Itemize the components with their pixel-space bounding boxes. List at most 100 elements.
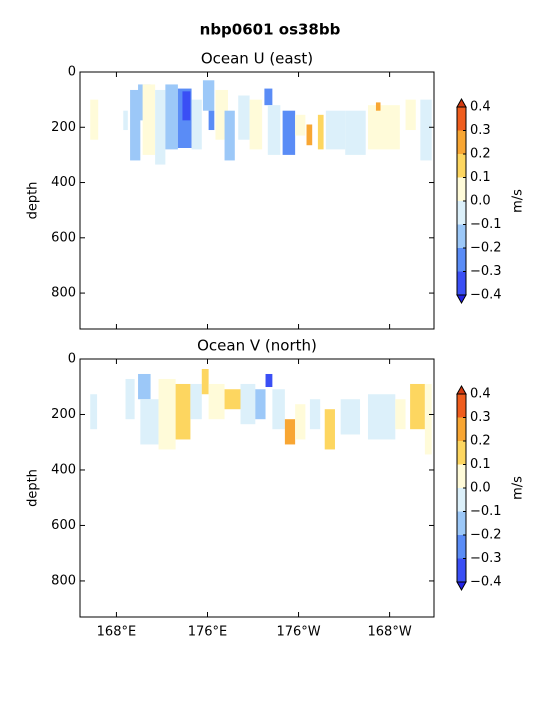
colorbar-segment (457, 558, 466, 582)
colorbar-tick-label: 0.4 (470, 100, 491, 115)
colorbar-tick-label: −0.1 (470, 504, 502, 519)
contour-cell (130, 89, 141, 161)
contour-cell (249, 99, 263, 150)
contour-cell (345, 110, 366, 155)
colorbar-tick-label: −0.3 (470, 264, 502, 279)
contour-cell (165, 84, 178, 150)
colorbar-tick-label: −0.4 (470, 288, 502, 303)
contour-cell (224, 110, 235, 161)
figure-title: nbp0601 os38bb (200, 21, 341, 39)
contour-cell (224, 389, 241, 410)
colorbar-tick-label: 0.0 (470, 481, 491, 496)
axes-title: Ocean V (north) (197, 337, 317, 355)
contour-cell (158, 378, 176, 450)
y-tick-label: 600 (51, 230, 76, 245)
axes-title: Ocean U (east) (201, 50, 313, 68)
x-tick-label: 176°E (188, 625, 228, 640)
colorbar-label: m/s (511, 189, 526, 213)
colorbar-segment (457, 107, 466, 131)
colorbar-tick-label: 0.1 (470, 457, 491, 472)
colorbar-tick-label: −0.2 (470, 241, 502, 256)
contour-cell (410, 383, 425, 430)
y-tick-label: 200 (51, 120, 76, 135)
y-axis-label: depth (26, 182, 41, 220)
colorbar-segment (457, 464, 466, 488)
contour-cell (191, 99, 202, 150)
colorbar-tick-label: −0.2 (470, 528, 502, 543)
axes-frame (79, 358, 435, 618)
contour-cell (240, 383, 256, 425)
colorbar-segment (457, 535, 466, 559)
contour-cell (284, 419, 296, 445)
colorbar-segment (457, 488, 466, 512)
colorbar-segment (457, 154, 466, 178)
colorbar-tick-label: −0.3 (470, 551, 502, 566)
contour-cell (190, 383, 202, 420)
contour-cell (405, 99, 416, 131)
colorbar-segment (457, 417, 466, 441)
contour-cell (90, 99, 99, 140)
colorbar-tick-label: 0.2 (470, 434, 491, 449)
y-tick-label: 400 (51, 175, 76, 190)
colorbar-label: m/s (511, 476, 526, 500)
x-tick-label: 168°W (368, 625, 412, 640)
colorbar-segment (457, 201, 466, 225)
contour-cell (142, 84, 156, 155)
contour-cell (309, 399, 321, 430)
contour-cell (324, 409, 335, 450)
contour-cell (264, 88, 273, 106)
contour-cell (155, 89, 166, 165)
colorbar-segment (457, 441, 466, 465)
colorbar-tick-label: −0.4 (470, 575, 502, 590)
contour-cell (125, 378, 135, 420)
y-tick-label: 400 (51, 462, 76, 477)
contour-cell (238, 95, 250, 140)
y-tick-label: 0 (68, 65, 76, 80)
contour-cell (208, 383, 225, 420)
axes-frame (79, 71, 435, 330)
colorbar-tick-label: 0.0 (470, 194, 491, 209)
contour-cell (265, 373, 273, 388)
contour-cell (202, 80, 215, 111)
contour-cell (317, 114, 324, 150)
contour-cell (272, 389, 285, 430)
contour-cell (367, 394, 396, 440)
contour-cell (123, 110, 128, 131)
contour-cell (138, 373, 151, 400)
colorbar-tick-label: 0.4 (470, 387, 491, 402)
colorbar-segment (457, 248, 466, 272)
y-tick-label: 200 (51, 407, 76, 422)
colorbar-segment (457, 271, 466, 295)
colorbar-segment (457, 511, 466, 535)
y-tick-label: 600 (51, 518, 76, 533)
contour-cell (306, 124, 313, 146)
contour-cell (295, 114, 306, 136)
contour-cell (182, 91, 191, 121)
contour-cell (255, 389, 266, 420)
y-axis-label: depth (26, 469, 41, 507)
contour-cell (201, 368, 209, 395)
contour-cell (282, 110, 296, 155)
colorbar-segment (457, 224, 466, 248)
contour-cell (208, 110, 215, 131)
contour-cell (140, 399, 159, 445)
contour-cell (375, 102, 381, 111)
contour-cell (175, 383, 191, 440)
contour-cell (424, 383, 432, 455)
colorbar-segment (457, 394, 466, 418)
y-tick-label: 0 (68, 352, 76, 367)
contour-cell (420, 99, 432, 161)
y-tick-label: 800 (51, 286, 76, 301)
colorbar-tick-label: 0.1 (470, 170, 491, 185)
contour-cell (395, 399, 406, 430)
colorbar-tick-label: 0.3 (470, 123, 491, 138)
contour-cell (367, 105, 400, 150)
contour-cell (325, 110, 346, 150)
contour-cell (267, 105, 281, 155)
x-tick-label: 176°W (276, 625, 320, 640)
contour-cell (340, 399, 361, 435)
colorbar-tick-label: 0.3 (470, 410, 491, 425)
colorbar-tick-label: −0.1 (470, 217, 502, 232)
colorbar-segment (457, 130, 466, 154)
